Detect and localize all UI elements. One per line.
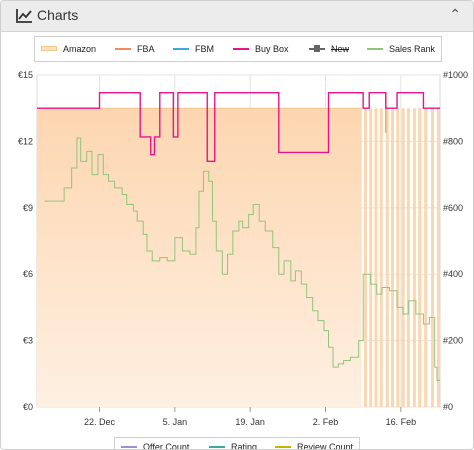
y-left-tick-label: €6 [23,269,33,279]
chevron-up-icon[interactable]: ⌃ [449,6,461,22]
legend-swatch-new [309,44,325,52]
legend-swatch-buy-box [233,47,249,50]
amazon-stripe [424,108,428,407]
amazon-stripes [363,92,440,407]
legend-item-offer-count[interactable]: Offer Count [121,438,190,450]
legend-item-fbm[interactable]: FBM [173,37,214,61]
y-right-tick-label: #0 [443,402,453,412]
y-right-tick-label: #400 [443,269,463,279]
legend-label-fbm: FBM [195,44,214,54]
amazon-stripe [412,108,416,407]
buy-box-line [37,92,440,163]
charts-title: Charts [37,7,79,23]
amazon-stripe [374,108,378,407]
amazon-area [37,108,362,407]
legend-swatch-fbm [173,47,189,50]
legend-label-offer-count: Offer Count [143,442,190,450]
amazon-stripe [406,108,410,407]
legend-item-buy-box[interactable]: Buy Box [233,37,289,61]
x-tick-label: 5. Jan [163,417,188,427]
amazon-stripe [401,108,405,407]
line-chart-icon [16,9,32,23]
legend-item-sales-rank[interactable]: Sales Rank [367,37,435,61]
amazon-stripe [369,108,373,407]
legend-swatch-sales-rank [367,47,383,50]
amazon-stripe [391,108,395,407]
legend-label-amazon: Amazon [63,44,97,54]
legend-swatch-amazon [41,46,57,52]
chart-lines [37,92,440,381]
legend-label-buy-box: Buy Box [255,44,289,54]
y-left-tick-label: €0 [23,402,33,412]
x-tick-label: 2. Feb [313,417,339,427]
legend-label-rating: Rating [231,442,258,450]
legend-label-review-count: Review Count [297,442,354,450]
legend-label-fba: FBA [137,44,155,54]
y-left-tick-label: €9 [23,203,33,213]
amazon-stripe [379,108,383,407]
sales-rank-line [44,137,440,381]
legend-label-sales-rank: Sales Rank [389,44,436,54]
y-right-tick-label: #800 [443,136,463,146]
legend-item-amazon[interactable]: Amazon [41,37,96,61]
y-right-tick-label: #200 [443,336,463,346]
legend-item-review-count[interactable]: Review Count [275,438,354,450]
charts-header[interactable]: Charts ⌃ [1,1,473,32]
legend-swatch-review-count [275,445,291,448]
amazon-stripe [396,108,400,407]
amazon-stripe [430,108,434,407]
y-right-tick-label: #600 [443,203,463,213]
amazon-stripe [385,108,389,407]
amazon-stripe [436,108,440,407]
legend-item-fba[interactable]: FBA [115,37,155,61]
legend-label-new: New [331,44,350,54]
amazon-stripe [418,108,422,407]
y-right-tick-label: #1000 [443,70,468,80]
amazon-stripe [363,108,367,407]
legend-marker-new [314,44,320,52]
x-tick-label: 19. Jan [235,417,265,427]
y-left-tick-label: €12 [18,136,33,146]
x-tick-label: 16. Feb [386,417,417,427]
legend-swatch-offer-count [121,445,137,448]
chart-legend-bottom: Offer Count Rating Review Count [114,437,360,450]
legend-swatch-fba [115,47,131,50]
price-chart[interactable]: €0 #0 €3 #200 €6 #400 €9 #600 €12 #800 €15 #1000 22.… [1,65,474,445]
legend-item-rating[interactable]: Rating [209,438,258,450]
x-tick-label: 22. Dec [84,417,116,427]
y-left-tick-label: €3 [23,336,33,346]
y-left-tick-label: €15 [18,70,33,80]
chart-axes: €0 #0 €3 #200 €6 #400 €9 #600 €12 #800 €15 #1000 22.… [18,70,468,427]
chart-legend: Amazon FBA FBM Buy Box New Sales Rank [34,36,442,62]
legend-item-new[interactable]: New [309,37,349,61]
legend-swatch-rating [209,445,225,448]
